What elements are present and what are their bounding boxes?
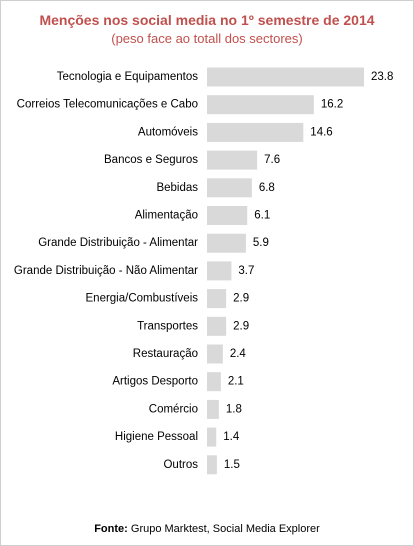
value-label: 3.7	[238, 265, 254, 277]
category-label: Bancos e Seguros	[104, 154, 198, 166]
category-label: Energia/Combustíveis	[86, 293, 199, 305]
value-label: 7.6	[264, 154, 280, 166]
bar	[207, 289, 227, 309]
bar	[207, 455, 217, 475]
value-label: 1.8	[226, 403, 242, 415]
source-text: Grupo Marktest, Social Media Explorer	[127, 523, 320, 535]
category-label: Transportes	[137, 320, 198, 332]
bar-chart: Tecnologia e Equipamentos 23.8 Correios Te…	[14, 67, 393, 475]
bar	[207, 233, 246, 253]
chart-subtitle: (peso face ao totall dos sectores)	[111, 31, 303, 46]
chart-title: Menções nos social media no 1º semestre …	[39, 12, 375, 28]
bar	[207, 372, 221, 392]
category-label: Artigos Desporto	[112, 376, 198, 388]
value-label: 2.9	[233, 293, 249, 305]
bar	[207, 261, 232, 281]
category-label: Automóveis	[138, 126, 198, 138]
bar	[207, 67, 364, 87]
category-label: Correios Telecomunicações e Cabo	[17, 99, 198, 111]
category-label: Higiene Pessoal	[115, 431, 198, 443]
value-label: 6.1	[254, 210, 270, 222]
value-label: 2.9	[233, 320, 249, 332]
bar	[207, 399, 219, 419]
value-label: 14.6	[310, 126, 332, 138]
value-label: 1.5	[224, 459, 240, 471]
bar	[207, 150, 258, 170]
category-label: Outros	[163, 459, 198, 471]
bar	[207, 206, 248, 225]
bar	[207, 316, 227, 336]
value-label: 1.4	[223, 431, 240, 443]
source-note: Fonte: Grupo Marktest, Social Media Expl…	[1, 523, 413, 535]
value-label: 2.1	[228, 376, 244, 388]
value-label: 16.2	[321, 99, 343, 111]
bar	[207, 427, 217, 447]
value-label: 2.4	[230, 348, 247, 360]
source-label: Fonte	[94, 523, 125, 535]
category-label: Comércio	[149, 403, 198, 415]
value-label: 6.8	[259, 182, 275, 194]
bar	[207, 122, 304, 142]
category-label: Bebidas	[156, 182, 198, 194]
bar	[207, 95, 314, 115]
source-separator: :	[124, 523, 128, 535]
category-label: Restauração	[133, 348, 198, 360]
category-label: Alimentação	[135, 210, 198, 222]
value-label: 23.8	[371, 71, 393, 83]
value-label: 5.9	[253, 237, 269, 249]
bar	[207, 344, 223, 364]
category-label: Grande Distribuição - Alimentar	[38, 237, 198, 249]
bar	[207, 178, 252, 198]
category-label: Tecnologia e Equipamentos	[57, 71, 199, 83]
category-label: Grande Distribuição - Não Alimentar	[14, 265, 198, 277]
